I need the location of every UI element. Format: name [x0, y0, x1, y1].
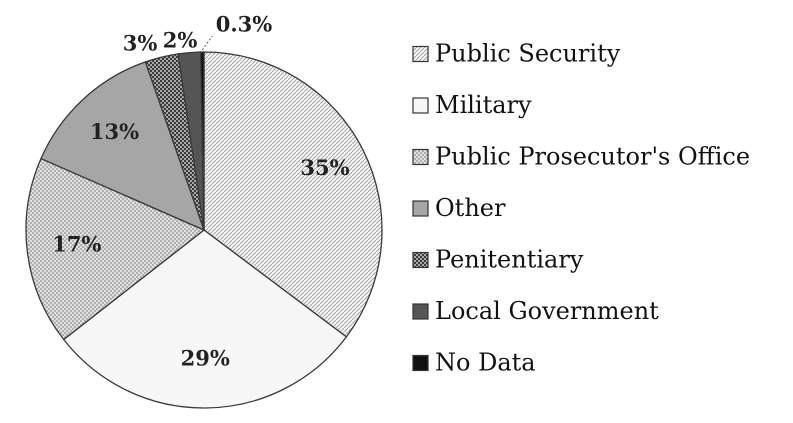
pie-slices — [25, 51, 383, 409]
leader-line-no-data — [201, 35, 213, 51]
legend-label-public-prosecutor-s-office: Public Prosecutor's Office — [435, 143, 750, 171]
pie-label-military: 29% — [181, 345, 230, 370]
legend-swatch-local-government — [412, 303, 429, 320]
pie-slice-other — [40, 61, 206, 232]
legend-swatch-no-data — [412, 354, 429, 372]
pie-slice-military — [62, 229, 348, 409]
pie-slice-no-data — [199, 51, 205, 231]
pie-slice-public-prosecutor-s-office — [25, 157, 206, 341]
legend-swatch-military — [412, 97, 429, 114]
pie-label-public-security: 35% — [300, 155, 349, 180]
pie-label-no-data: 0.3% — [216, 12, 273, 37]
pie-label-local-government: 2% — [163, 28, 198, 53]
legend-label-penitentiary: Penitentiary — [435, 246, 584, 274]
legend-swatch-public-security — [412, 45, 429, 63]
legend-label-no-data: No Data — [435, 349, 536, 377]
pie-labels: 35% 29% 17% 13% 3% 2% 0.3% — [52, 12, 349, 371]
pie-slice-public-security — [203, 51, 383, 338]
legend-swatch-other — [412, 200, 429, 217]
legend-label-other: Other — [435, 194, 506, 222]
legend-label-military: Military — [435, 91, 532, 119]
legend-label-local-government: Local Government — [435, 297, 659, 325]
pie-label-other: 13% — [90, 119, 139, 144]
legend-label-public-security: Public Security — [435, 40, 621, 68]
legend-swatch-public-prosecutor-s-office — [412, 148, 429, 166]
legend: Public Security Military Public Prosecutor… — [412, 40, 750, 377]
pie-label-penitentiary: 3% — [123, 31, 158, 56]
pie-label-public-prosecutor-s-office: 17% — [52, 232, 101, 257]
legend-swatch-penitentiary — [412, 251, 429, 269]
